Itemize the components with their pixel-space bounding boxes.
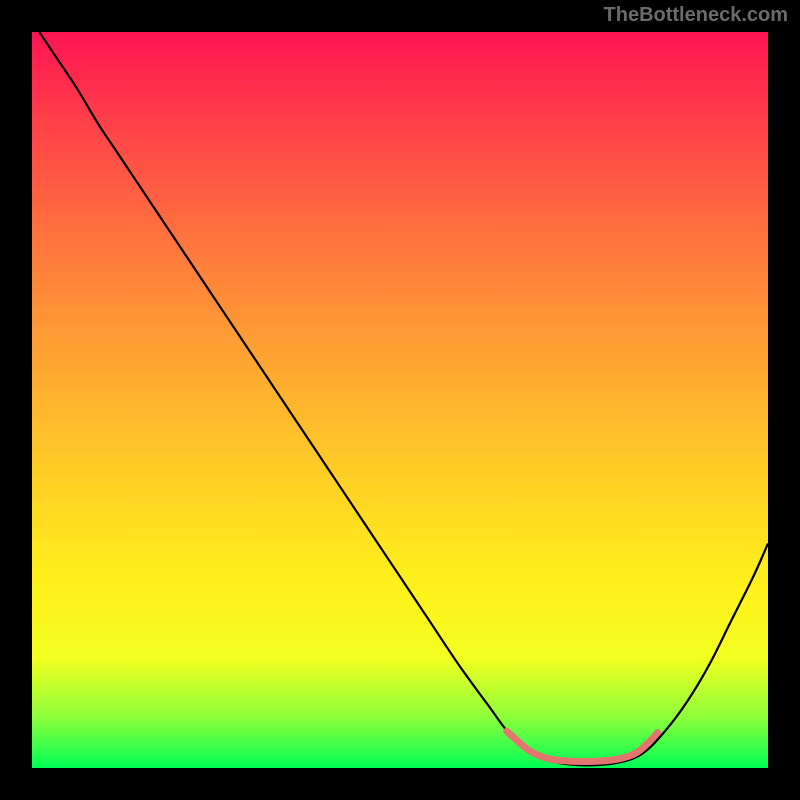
watermark-text: TheBottleneck.com [604,4,788,27]
curve-highlight-line [507,731,658,761]
curve-main-line [39,32,768,765]
chart-plot-area [32,32,768,768]
chart-svg [32,32,768,768]
